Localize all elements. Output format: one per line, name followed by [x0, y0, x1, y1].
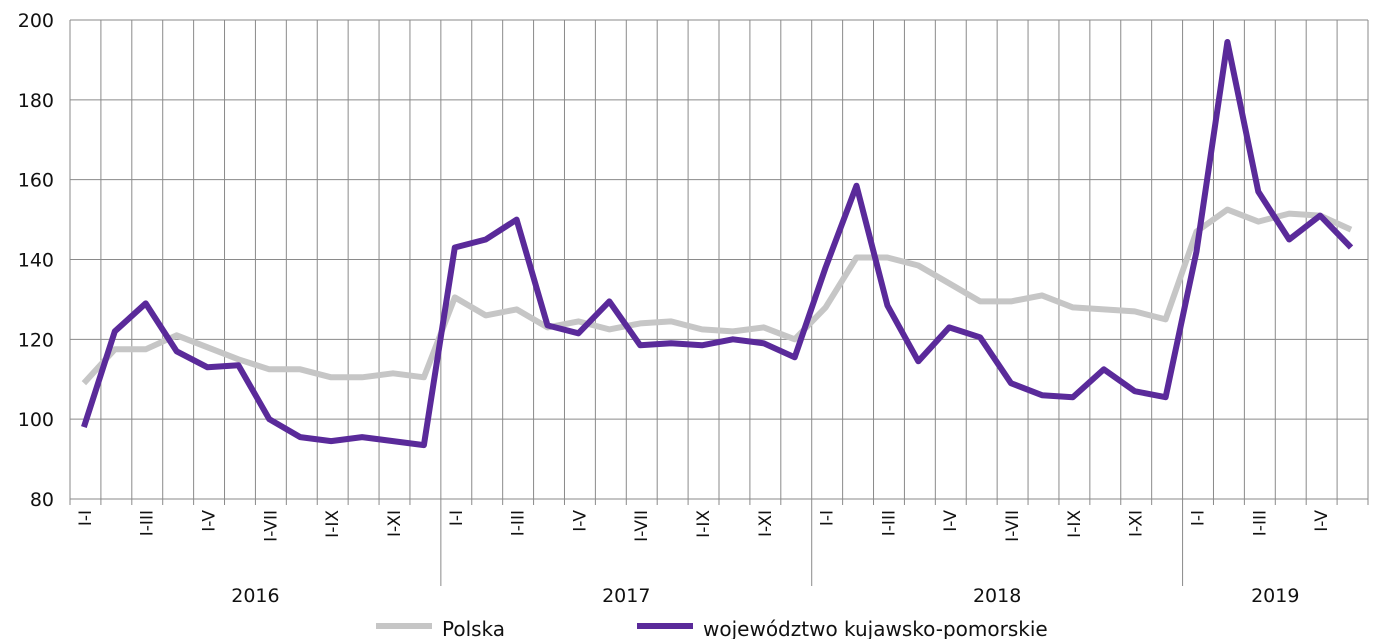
- x-tick-label: I-III: [1250, 510, 1270, 536]
- x-tick-label: I-VII: [1003, 510, 1023, 542]
- year-label: 2016: [231, 585, 279, 607]
- y-tick-label: 160: [18, 170, 54, 192]
- y-tick-label: 200: [18, 10, 54, 32]
- legend-label: Polska: [442, 617, 505, 639]
- y-tick-label: 120: [18, 329, 54, 351]
- x-tick-label: I-III: [509, 510, 529, 536]
- series-line: [81, 206, 1353, 386]
- y-tick-label: 100: [18, 409, 54, 431]
- series-line: [81, 39, 1354, 449]
- x-tick-label: I-XI: [385, 510, 405, 537]
- x-tick-label: I-I: [818, 510, 838, 526]
- year-label: 2019: [1251, 585, 1299, 607]
- x-tick-label: I-IX: [694, 510, 714, 538]
- x-tick-label: I-IX: [323, 510, 343, 538]
- x-tick-label: I-IX: [1065, 510, 1085, 538]
- year-label: 2018: [973, 585, 1021, 607]
- y-tick-label: 140: [18, 250, 54, 272]
- x-tick-label: I-III: [879, 510, 899, 536]
- x-tick-label: I-VII: [261, 510, 281, 542]
- x-tick-label: I-V: [200, 510, 220, 532]
- legend-label: województwo kujawsko-pomorskie: [703, 617, 1048, 639]
- year-label: 2017: [602, 585, 650, 607]
- y-axis: 80 100 120 140 160 180 200: [18, 10, 54, 511]
- x-tick-label: I-I: [76, 510, 96, 526]
- series-lines: [81, 39, 1354, 449]
- grid: [69, 19, 1369, 505]
- x-tick-label: I-V: [570, 510, 590, 532]
- x-tick-label: I-V: [1312, 510, 1332, 532]
- x-tick-label: I-V: [941, 510, 961, 532]
- legend: Polska województwo kujawsko-pomorskie: [376, 617, 1048, 639]
- year-axis: 2016 2017 2018 2019: [231, 505, 1299, 607]
- x-tick-label: I-I: [1188, 510, 1208, 526]
- x-tick-label: I-III: [138, 510, 158, 536]
- x-tick-label: I-XI: [756, 510, 776, 537]
- x-axis: I-I I-III I-V I-VII I-IX I-XI I-I I-III I-V I-VII…: [76, 510, 1332, 542]
- y-tick-label: 180: [18, 90, 54, 112]
- y-tick-label: 80: [30, 489, 54, 511]
- x-tick-label: I-I: [447, 510, 467, 526]
- x-tick-label: I-XI: [1127, 510, 1147, 537]
- x-tick-label: I-VII: [632, 510, 652, 542]
